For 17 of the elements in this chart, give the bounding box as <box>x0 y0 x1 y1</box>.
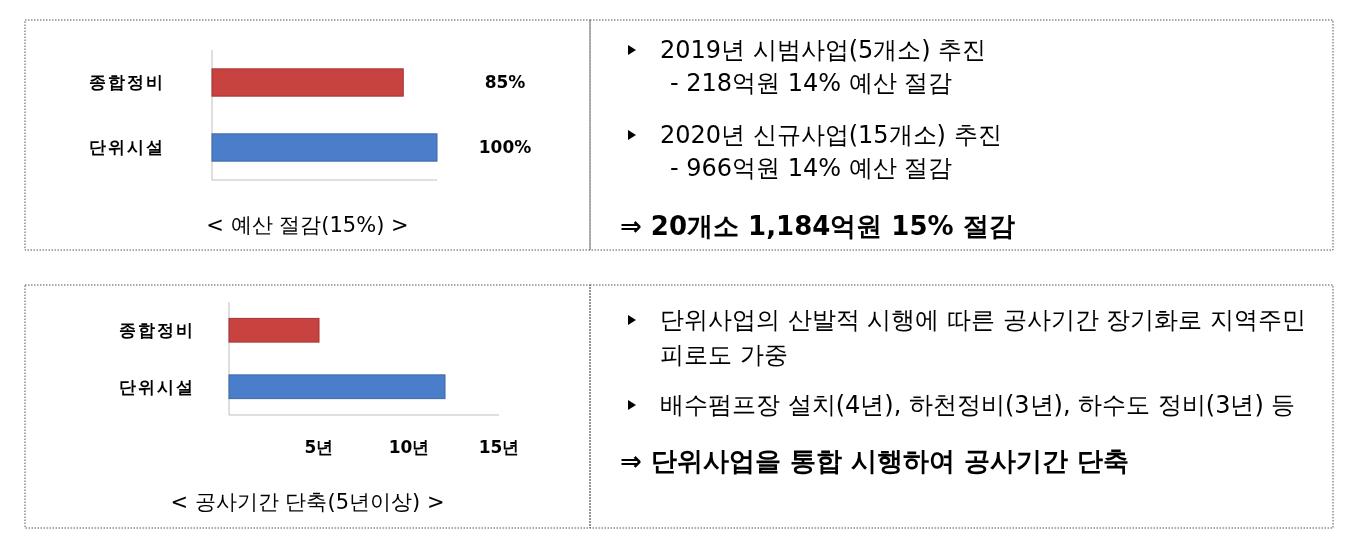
data-label: 100% <box>478 137 532 158</box>
y-tick-label: 종합정비 <box>89 72 165 93</box>
x-tick-label: 10년 <box>388 436 430 457</box>
y-tick-label: 종합정비 <box>119 320 195 341</box>
data-label: 85% <box>484 72 526 93</box>
y-tick-label: 단위시설 <box>119 376 195 397</box>
text: < 예산 절감(15%) > <box>206 213 409 238</box>
text: 배수펌프장 설치(4년), 하천정비(3년), 하수도 정비(3년) 등 <box>660 391 1296 420</box>
text: 2019년 시범사업(5개소) 추진 - 218억원 14% 예산 절감 <box>660 36 987 98</box>
x-tick-label: 5년 <box>304 436 334 457</box>
y-tick-label: 단위시설 <box>89 137 165 158</box>
text: < 공사기간 단축(5년이상) > <box>170 490 445 515</box>
text: 단위사업의 산발적 시행에 따른 공사기간 장기화로 지역주민 피로도 가중 <box>660 306 1306 370</box>
x-tick-label: 15년 <box>478 436 520 457</box>
text: ⇒ 20개소 1,184억원 15% 절감 <box>620 211 1015 242</box>
text: 2020년 신규사업(15개소) 추진 - 966억원 14% 예산 절감 <box>660 121 1002 183</box>
text: ⇒ 단위사업을 통합 시행하여 공사기간 단축 <box>620 446 1130 477</box>
